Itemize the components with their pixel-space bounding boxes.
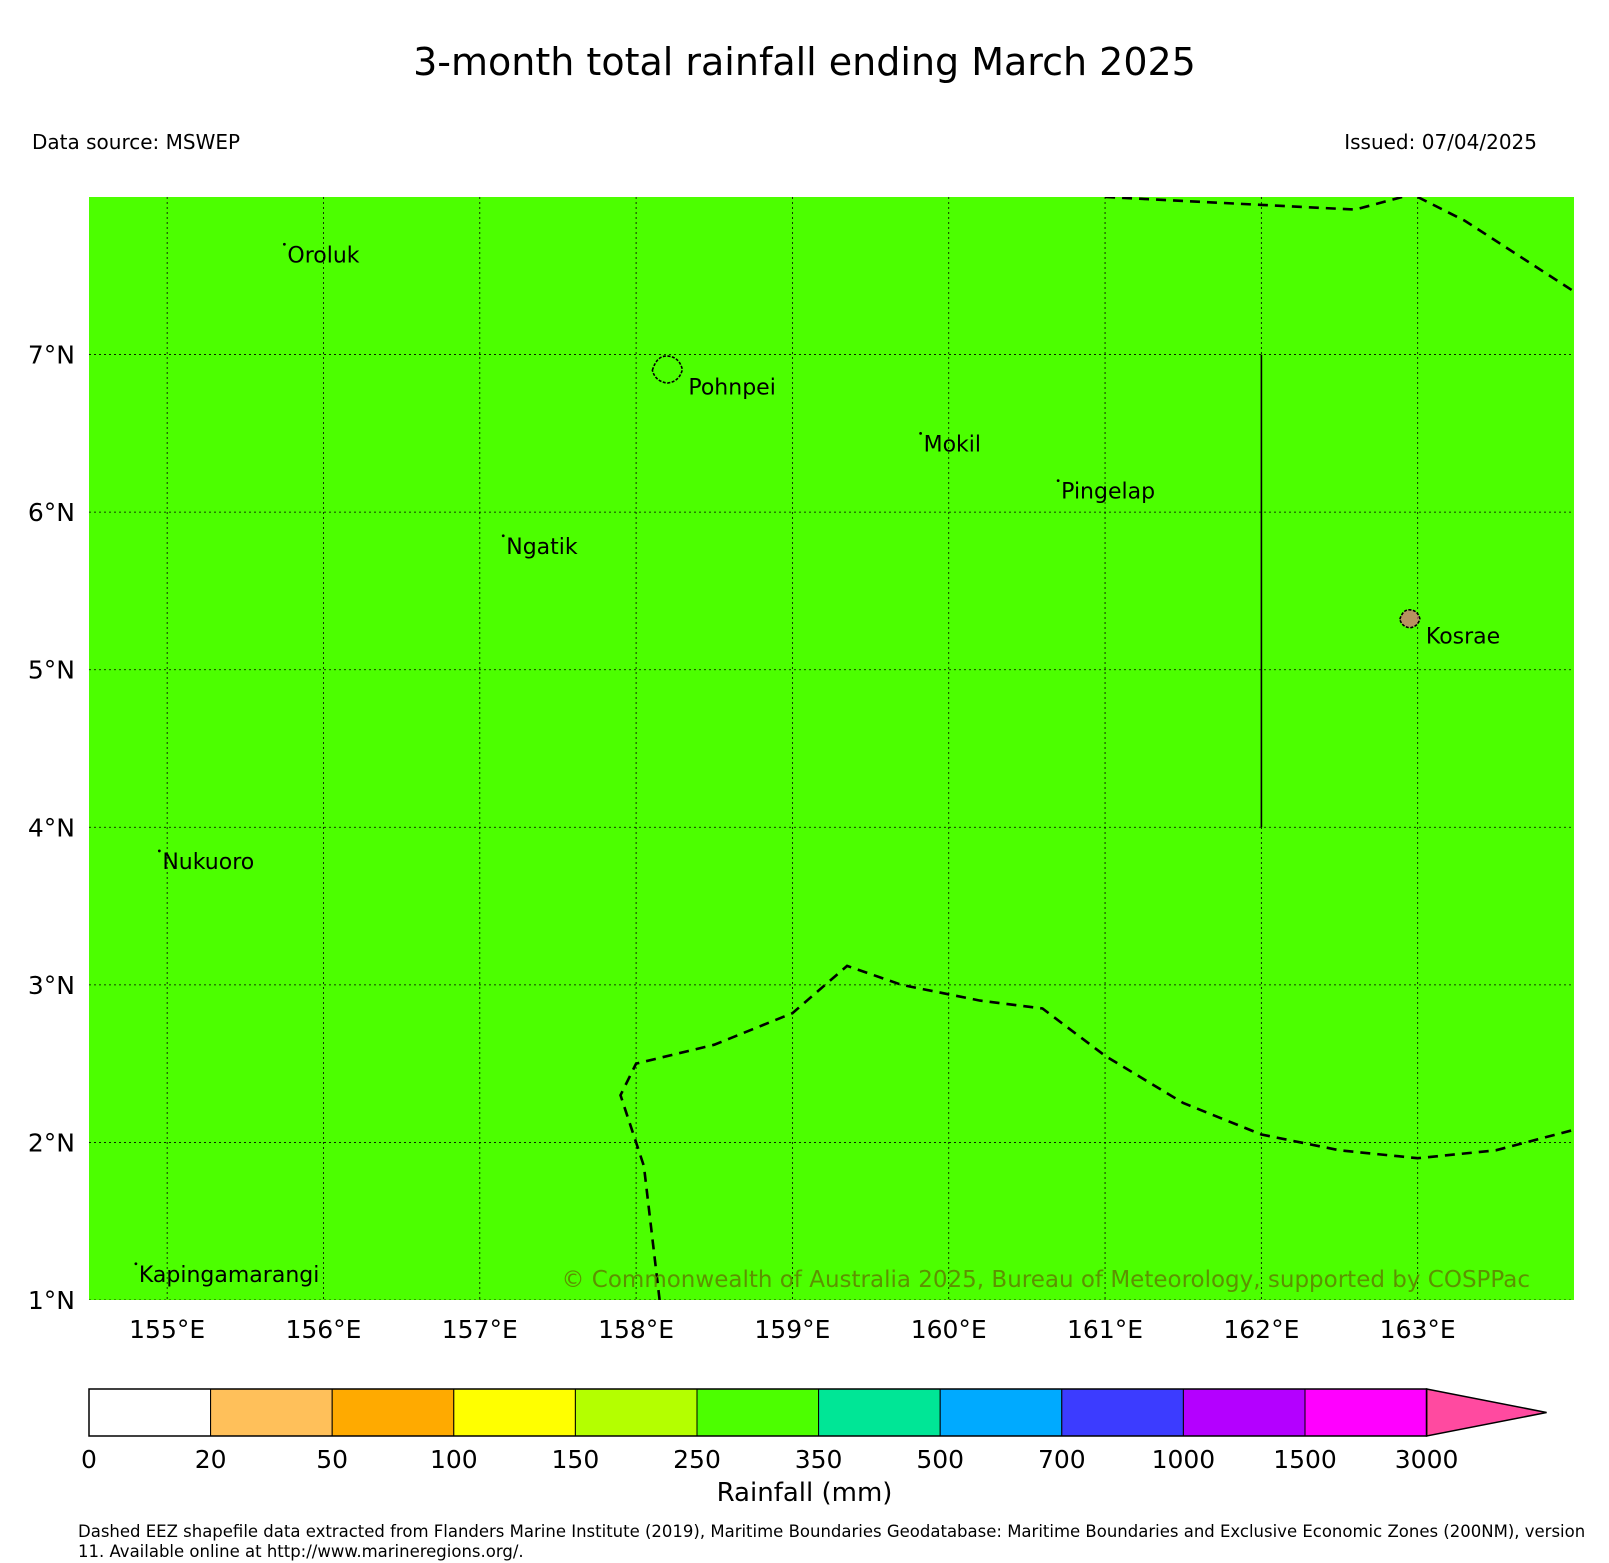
colorbar-tick-label: 1000 bbox=[1152, 1445, 1216, 1474]
lat-tick-label: 6°N bbox=[28, 498, 75, 527]
colorbar-swatch bbox=[210, 1388, 333, 1437]
island-markers: Oroluk Pohnpei Mokil Pingelap Ngatik Kosrae Nu… bbox=[134, 242, 1500, 1288]
lon-tick-label: 162°E bbox=[1223, 1315, 1299, 1344]
island-outline-kosrae bbox=[1399, 608, 1421, 629]
lon-tick-label: 155°E bbox=[129, 1315, 205, 1344]
lon-tick-label: 163°E bbox=[1380, 1315, 1456, 1344]
island-label: Pingelap bbox=[1061, 480, 1155, 505]
boundary-lines bbox=[619, 197, 1574, 1300]
lon-tick-label: 157°E bbox=[442, 1315, 518, 1344]
colorbar-tick-label: 350 bbox=[795, 1445, 843, 1474]
rainfall-bands bbox=[89, 197, 1574, 1300]
island-dot bbox=[134, 1262, 138, 1266]
footnote: Dashed EEZ shapefile data extracted from… bbox=[78, 1522, 1586, 1561]
lon-tick-label: 161°E bbox=[1067, 1315, 1143, 1344]
map-title: 3-month total rainfall ending March 2025 bbox=[413, 40, 1196, 84]
island-label: Oroluk bbox=[287, 243, 359, 268]
island-dot bbox=[157, 849, 161, 853]
lat-tick-label: 5°N bbox=[28, 656, 75, 685]
lat-tick-label: 1°N bbox=[28, 1286, 75, 1315]
colorbar-swatch bbox=[453, 1388, 576, 1437]
island-label: Nukuoro bbox=[162, 850, 254, 875]
island-label: Kapingamarangi bbox=[139, 1263, 319, 1288]
colorbar-swatch bbox=[1182, 1388, 1306, 1437]
colorbar-swatch bbox=[88, 1388, 212, 1437]
colorbar-frame bbox=[88, 1388, 1428, 1437]
eez-boundary-line bbox=[1105, 197, 1403, 211]
axis-tick-labels: 155°E 156°E 157°E 158°E 159°E 160°E 161°E 162°E… bbox=[28, 341, 1456, 1344]
colorbar-swatch bbox=[696, 1388, 820, 1437]
colorbar-tick-label: 250 bbox=[673, 1445, 721, 1474]
colorbar-tick-label: 20 bbox=[195, 1445, 227, 1474]
island-label: Kosrae bbox=[1426, 624, 1500, 649]
colorbar-tick-label: 150 bbox=[552, 1445, 600, 1474]
colorbar-tick-label: 100 bbox=[430, 1445, 478, 1474]
island-label: Ngatik bbox=[506, 535, 578, 560]
island-dot bbox=[919, 431, 922, 435]
colorbar: 0 20 50 100 150 250 350 500 700 1000 1500 3000 bbox=[81, 1388, 1547, 1474]
copyright-text: © Commonwealth of Australia 2025, Bureau… bbox=[561, 1267, 1530, 1293]
colorbar-tick-label: 50 bbox=[316, 1445, 348, 1474]
colorbar-swatch bbox=[574, 1388, 698, 1437]
colorbar-swatch bbox=[1304, 1388, 1428, 1437]
colorbar-swatch bbox=[818, 1388, 941, 1437]
colorbar-title: Rainfall (mm) bbox=[716, 1478, 893, 1508]
colorbar-swatch bbox=[939, 1388, 1063, 1437]
lon-tick-label: 159°E bbox=[754, 1315, 830, 1344]
lon-tick-label: 160°E bbox=[911, 1315, 987, 1344]
eez-boundary-line bbox=[1417, 197, 1574, 293]
lat-tick-label: 3°N bbox=[28, 971, 75, 1000]
colorbar-tick-label: 0 bbox=[81, 1445, 97, 1474]
island-label: Mokil bbox=[924, 432, 981, 457]
colorbar-tick-label: 1500 bbox=[1273, 1445, 1337, 1474]
colorbar-tick-label: 3000 bbox=[1395, 1445, 1459, 1474]
rainfall-band-9 bbox=[89, 197, 1574, 1300]
island-label: Pohnpei bbox=[688, 375, 775, 400]
issued-date: Issued: 07/04/2025 bbox=[1344, 130, 1537, 154]
colorbar-tick-label: 700 bbox=[1038, 1445, 1086, 1474]
data-source: Data source: MSWEP bbox=[32, 130, 241, 154]
lon-tick-label: 156°E bbox=[285, 1315, 361, 1344]
lat-tick-label: 4°N bbox=[28, 813, 75, 842]
colorbar-swatch bbox=[1061, 1388, 1184, 1437]
island-outline-pohnpei bbox=[651, 355, 684, 384]
eez-boundary-line bbox=[619, 964, 1574, 1300]
lat-tick-label: 7°N bbox=[28, 341, 75, 370]
island-dot bbox=[1056, 479, 1060, 483]
colorbar-extend-arrow bbox=[1425, 1388, 1547, 1437]
lat-tick-label: 2°N bbox=[28, 1128, 75, 1157]
lon-tick-label: 158°E bbox=[598, 1315, 674, 1344]
island-dot bbox=[501, 534, 505, 538]
colorbar-tick-label: 500 bbox=[916, 1445, 964, 1474]
colorbar-swatch bbox=[331, 1388, 455, 1437]
island-dot bbox=[282, 242, 286, 246]
